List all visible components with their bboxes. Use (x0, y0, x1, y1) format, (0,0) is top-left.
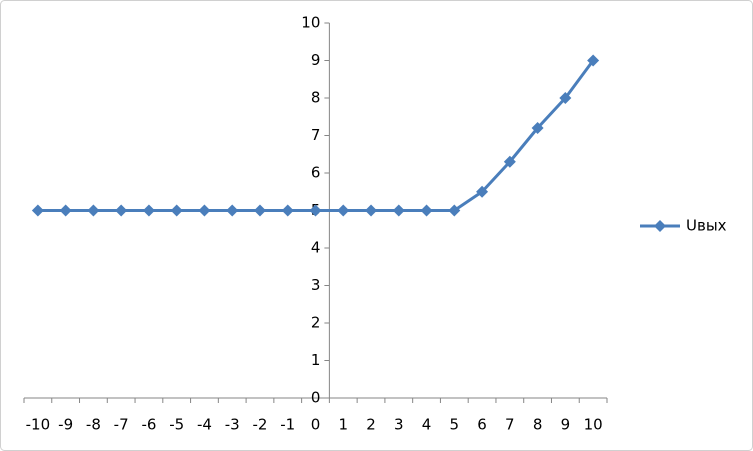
x-tick-label: 6 (477, 416, 487, 434)
x-tick-label: -2 (252, 416, 267, 434)
data-point (87, 204, 100, 217)
data-point (420, 204, 433, 217)
x-tick-label: -7 (114, 416, 129, 434)
y-tick-label: 6 (311, 164, 321, 182)
data-point (392, 204, 405, 217)
x-tick-label: -9 (58, 416, 73, 434)
x-tick-label: 10 (584, 416, 603, 434)
data-point (476, 185, 489, 198)
data-point (503, 155, 516, 168)
x-tick-label: 0 (311, 416, 321, 434)
x-tick-label: 3 (394, 416, 404, 434)
y-tick-label: 4 (311, 239, 321, 257)
x-tick-label: -6 (141, 416, 156, 434)
data-point (253, 204, 266, 217)
x-tick-label: -5 (169, 416, 184, 434)
x-tick-label: -1 (280, 416, 295, 434)
data-point (226, 204, 239, 217)
data-point (309, 204, 322, 217)
y-tick-label: 3 (311, 276, 321, 294)
y-tick-label: 7 (311, 126, 321, 144)
y-tick-label: 10 (301, 14, 320, 32)
data-point (198, 204, 211, 217)
data-point (281, 204, 294, 217)
data-point (142, 204, 155, 217)
data-point (531, 122, 544, 134)
data-point (170, 204, 183, 217)
data-point (31, 204, 44, 217)
legend-marker (654, 220, 666, 232)
x-tick-label: 9 (561, 416, 571, 434)
y-tick-label: 8 (311, 89, 321, 107)
y-tick-label: 2 (311, 314, 321, 332)
data-point (448, 204, 461, 217)
x-tick-label: 7 (505, 416, 515, 434)
x-tick-label: -4 (197, 416, 212, 434)
x-tick-label: 2 (366, 416, 376, 434)
legend-label: Uвых (686, 217, 727, 235)
x-tick-label: -10 (26, 416, 51, 434)
data-point (59, 204, 72, 217)
y-tick-label: 1 (311, 351, 321, 369)
data-point (337, 204, 350, 217)
x-tick-label: -8 (86, 416, 101, 434)
data-point (559, 92, 572, 104)
x-tick-label: 8 (533, 416, 543, 434)
x-tick-label: -3 (225, 416, 240, 434)
data-point (365, 204, 378, 217)
x-tick-label: 1 (338, 416, 348, 434)
x-tick-label: 4 (422, 416, 432, 434)
x-tick-label: 5 (450, 416, 460, 434)
y-tick-label: 0 (311, 389, 321, 407)
y-tick-label: 9 (311, 51, 321, 69)
data-point (115, 204, 128, 217)
data-point (587, 54, 600, 67)
